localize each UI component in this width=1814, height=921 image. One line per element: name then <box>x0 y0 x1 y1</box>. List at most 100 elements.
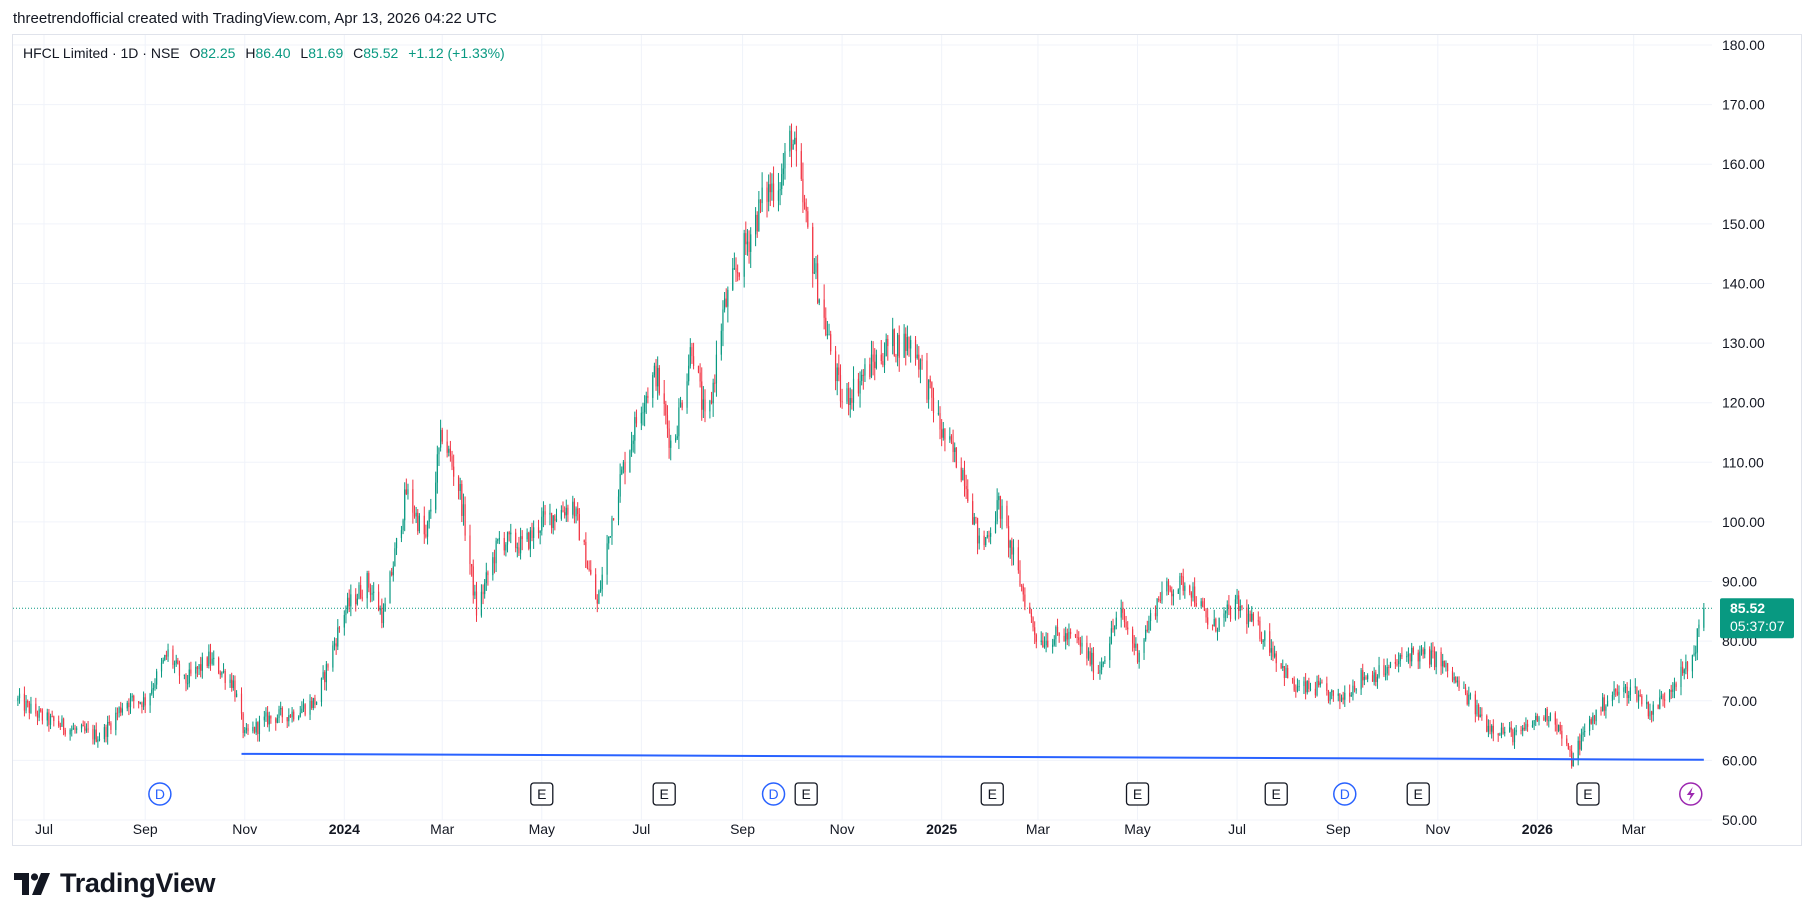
price-axis: 50.0060.0070.0080.0090.00100.00110.00120… <box>1720 37 1794 828</box>
candle <box>1156 598 1158 623</box>
candle <box>213 650 215 666</box>
candle-body <box>1275 653 1277 664</box>
candle-body <box>446 441 448 453</box>
candle-body <box>1499 734 1501 736</box>
candle-body <box>299 712 301 717</box>
candle-body <box>152 688 154 690</box>
candle <box>268 711 270 732</box>
candle-body <box>1417 652 1419 662</box>
candle <box>62 717 65 736</box>
candle <box>315 701 318 706</box>
candle <box>1017 539 1019 574</box>
candle <box>1035 633 1037 649</box>
candle-body <box>675 438 677 441</box>
candle-body <box>621 469 623 475</box>
candle-body <box>244 730 246 733</box>
candle-body <box>1376 676 1379 683</box>
candle <box>1123 608 1126 628</box>
candle <box>1316 675 1318 697</box>
candle <box>472 559 474 604</box>
candle <box>1383 658 1385 678</box>
candle <box>428 509 430 529</box>
candle <box>709 399 711 419</box>
price-tick-label: 90.00 <box>1722 574 1757 590</box>
candle-body <box>1458 680 1460 689</box>
candle <box>1006 500 1008 529</box>
candle-body <box>115 712 117 730</box>
candle <box>686 373 688 414</box>
candle <box>1022 583 1024 602</box>
candle <box>978 527 980 550</box>
candle <box>630 431 633 457</box>
candle <box>712 378 714 417</box>
candle-body <box>1600 709 1602 712</box>
candle <box>149 692 151 713</box>
candle-body <box>1371 675 1374 682</box>
candle <box>960 457 962 483</box>
candle <box>1238 590 1240 620</box>
candle-body <box>818 299 820 303</box>
candle-body <box>164 655 166 660</box>
candle-body <box>1319 682 1321 686</box>
candle-body <box>885 338 887 357</box>
candle-body <box>761 187 763 204</box>
candle-body <box>565 507 567 516</box>
candle-body <box>595 574 597 600</box>
candle <box>1321 679 1323 684</box>
candle <box>418 513 420 534</box>
candle-body <box>53 716 55 722</box>
candle-body <box>242 713 244 733</box>
candle <box>549 503 551 526</box>
candle <box>222 663 225 674</box>
candle <box>750 227 752 268</box>
earnings-marker-box <box>1264 782 1288 806</box>
candle <box>1499 732 1501 736</box>
candle-body <box>327 664 329 668</box>
candle <box>1104 656 1106 665</box>
candle <box>1329 691 1331 705</box>
earnings-marker-letter: E <box>1133 786 1142 802</box>
candle-body <box>1076 636 1078 638</box>
candle-body <box>1180 576 1183 578</box>
candle <box>595 568 597 600</box>
candle-body <box>772 183 775 201</box>
candle-body <box>1340 697 1343 702</box>
candle <box>1593 714 1596 725</box>
candle-body <box>1079 640 1081 647</box>
candle-body <box>686 381 688 408</box>
candle-body <box>1069 631 1072 635</box>
candle <box>1433 646 1436 671</box>
candle <box>652 372 654 408</box>
candle-body <box>381 608 383 624</box>
candle-body <box>658 367 660 394</box>
candle <box>1399 653 1401 667</box>
candle <box>1649 703 1651 721</box>
price-tick-label: 100.00 <box>1722 514 1765 530</box>
candle-body <box>986 535 988 538</box>
candle <box>1515 725 1517 736</box>
candle <box>293 709 295 722</box>
candle-body <box>1262 640 1264 643</box>
candle-body <box>1132 629 1134 644</box>
candle-body <box>1225 610 1227 614</box>
tradingview-brand[interactable]: TradingView <box>14 868 216 899</box>
candle-body <box>1602 697 1604 712</box>
candle <box>885 333 887 357</box>
candle-body <box>257 722 259 735</box>
candle-body <box>1469 694 1472 696</box>
candle-body <box>156 671 158 685</box>
support-trendline <box>241 752 1704 761</box>
candle-body <box>1443 660 1445 668</box>
candle-body <box>516 547 518 549</box>
candle <box>715 340 718 397</box>
candle <box>80 723 83 733</box>
candle <box>1180 572 1183 586</box>
candle <box>311 696 313 710</box>
candle <box>586 560 589 570</box>
candle-body <box>360 585 362 598</box>
candle <box>710 391 713 405</box>
candle-body <box>567 507 569 515</box>
candle-body <box>601 574 603 590</box>
candle <box>107 715 109 745</box>
